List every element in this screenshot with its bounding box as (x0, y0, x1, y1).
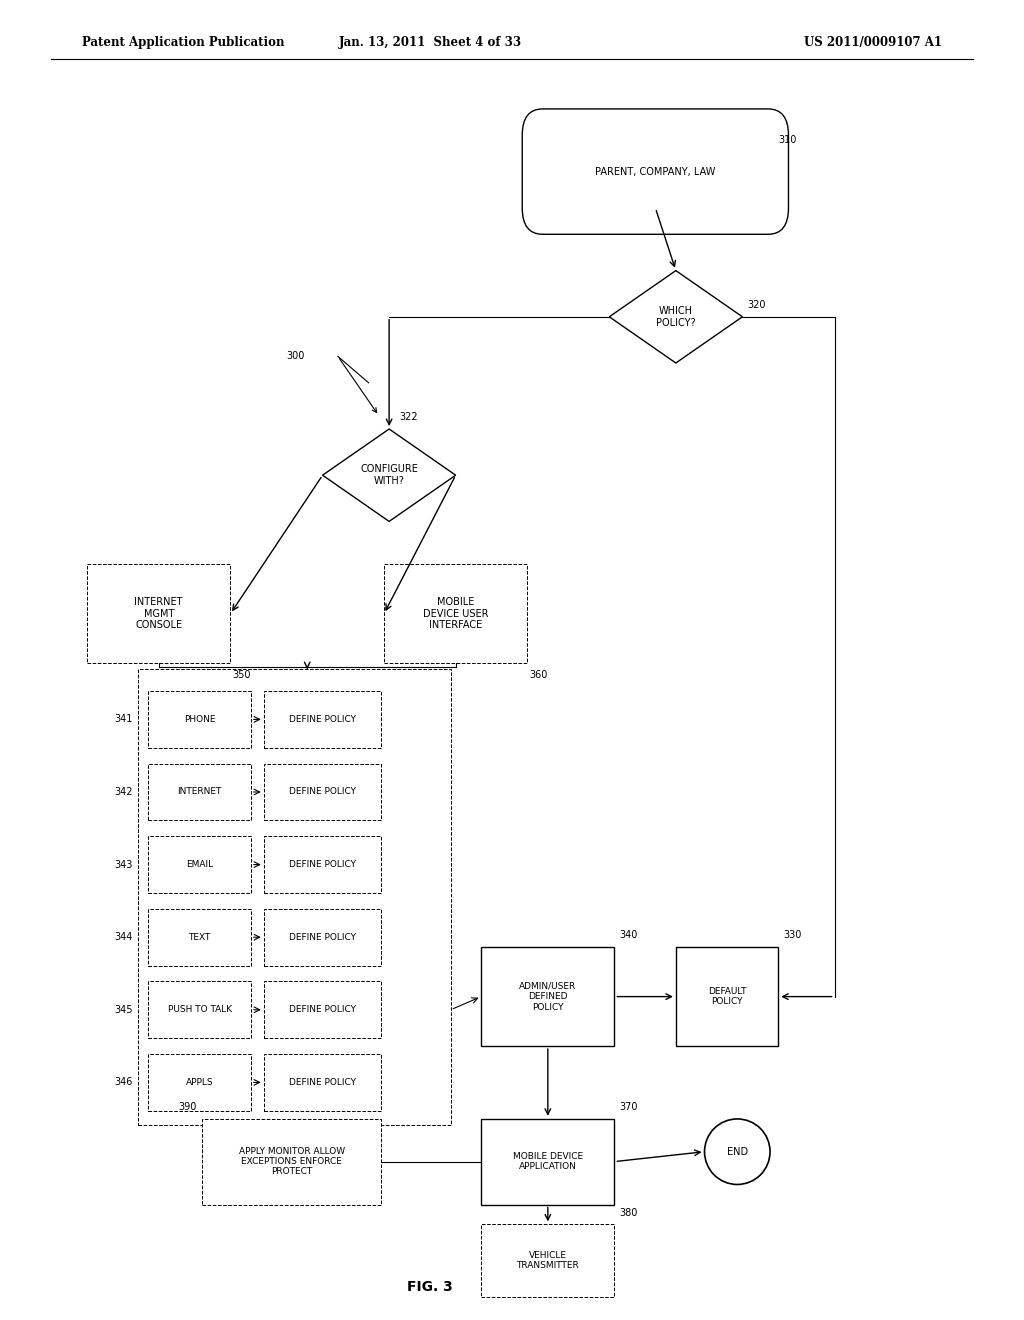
Text: ADMIN/USER
DEFINED
POLICY: ADMIN/USER DEFINED POLICY (519, 982, 577, 1011)
Text: APPLS: APPLS (186, 1078, 213, 1086)
Bar (148, 982, 251, 1038)
Text: 342: 342 (115, 787, 133, 797)
Text: EMAIL: EMAIL (186, 861, 213, 869)
Text: END: END (727, 1147, 748, 1156)
Text: DEFAULT
POLICY: DEFAULT POLICY (708, 987, 746, 1006)
Text: 346: 346 (115, 1077, 133, 1088)
Text: INTERNET: INTERNET (177, 788, 222, 796)
Text: PUSH TO TALK: PUSH TO TALK (168, 1006, 231, 1014)
FancyBboxPatch shape (522, 110, 788, 235)
Text: 320: 320 (748, 300, 766, 310)
Text: 380: 380 (620, 1208, 638, 1217)
Polygon shape (609, 271, 742, 363)
Polygon shape (323, 429, 456, 521)
Bar (481, 1119, 614, 1204)
Text: DEFINE POLICY: DEFINE POLICY (289, 861, 356, 869)
Bar (138, 669, 451, 1125)
Text: CONFIGURE
WITH?: CONFIGURE WITH? (360, 465, 418, 486)
Bar (264, 763, 381, 820)
Bar (148, 837, 251, 894)
Text: DEFINE POLICY: DEFINE POLICY (289, 1006, 356, 1014)
Bar (148, 1053, 251, 1111)
Text: 300: 300 (287, 351, 305, 362)
Bar (676, 948, 778, 1045)
Bar (148, 692, 251, 747)
Text: US 2011/0009107 A1: US 2011/0009107 A1 (804, 36, 942, 49)
Bar (264, 982, 381, 1038)
Bar (87, 565, 230, 663)
Bar (264, 909, 381, 966)
Bar (384, 565, 527, 663)
Text: 350: 350 (232, 671, 251, 680)
Text: APPLY MONITOR ALLOW
EXCEPTIONS ENFORCE
PROTECT: APPLY MONITOR ALLOW EXCEPTIONS ENFORCE P… (239, 1147, 345, 1176)
Text: 370: 370 (620, 1102, 638, 1111)
Bar (264, 1053, 381, 1111)
Text: DEFINE POLICY: DEFINE POLICY (289, 933, 356, 941)
Ellipse shape (705, 1119, 770, 1184)
Text: 322: 322 (399, 412, 418, 422)
Bar (264, 837, 381, 894)
Bar (202, 1119, 381, 1204)
Text: 390: 390 (179, 1102, 197, 1111)
Bar (481, 948, 614, 1045)
Text: 330: 330 (783, 931, 802, 940)
Text: DEFINE POLICY: DEFINE POLICY (289, 715, 356, 723)
Bar (148, 909, 251, 966)
Bar (481, 1225, 614, 1296)
Text: DEFINE POLICY: DEFINE POLICY (289, 1078, 356, 1086)
Text: MOBILE
DEVICE USER
INTERFACE: MOBILE DEVICE USER INTERFACE (423, 597, 488, 631)
Text: Jan. 13, 2011  Sheet 4 of 33: Jan. 13, 2011 Sheet 4 of 33 (339, 36, 521, 49)
Text: Patent Application Publication: Patent Application Publication (82, 36, 285, 49)
Text: 310: 310 (778, 135, 797, 145)
Text: MOBILE DEVICE
APPLICATION: MOBILE DEVICE APPLICATION (513, 1152, 583, 1171)
Text: PHONE: PHONE (184, 715, 215, 723)
Bar (264, 692, 381, 747)
Text: 343: 343 (115, 859, 133, 870)
Text: 344: 344 (115, 932, 133, 942)
Text: 341: 341 (115, 714, 133, 725)
Text: FIG. 3: FIG. 3 (408, 1280, 453, 1294)
Text: VEHICLE
TRANSMITTER: VEHICLE TRANSMITTER (516, 1251, 580, 1270)
Text: PARENT, COMPANY, LAW: PARENT, COMPANY, LAW (595, 166, 716, 177)
Text: DEFINE POLICY: DEFINE POLICY (289, 788, 356, 796)
Bar (148, 763, 251, 820)
Text: TEXT: TEXT (188, 933, 211, 941)
Text: INTERNET
MGMT
CONSOLE: INTERNET MGMT CONSOLE (134, 597, 183, 631)
Text: 345: 345 (115, 1005, 133, 1015)
Text: 340: 340 (620, 931, 638, 940)
Text: 360: 360 (529, 671, 548, 680)
Text: WHICH
POLICY?: WHICH POLICY? (656, 306, 695, 327)
